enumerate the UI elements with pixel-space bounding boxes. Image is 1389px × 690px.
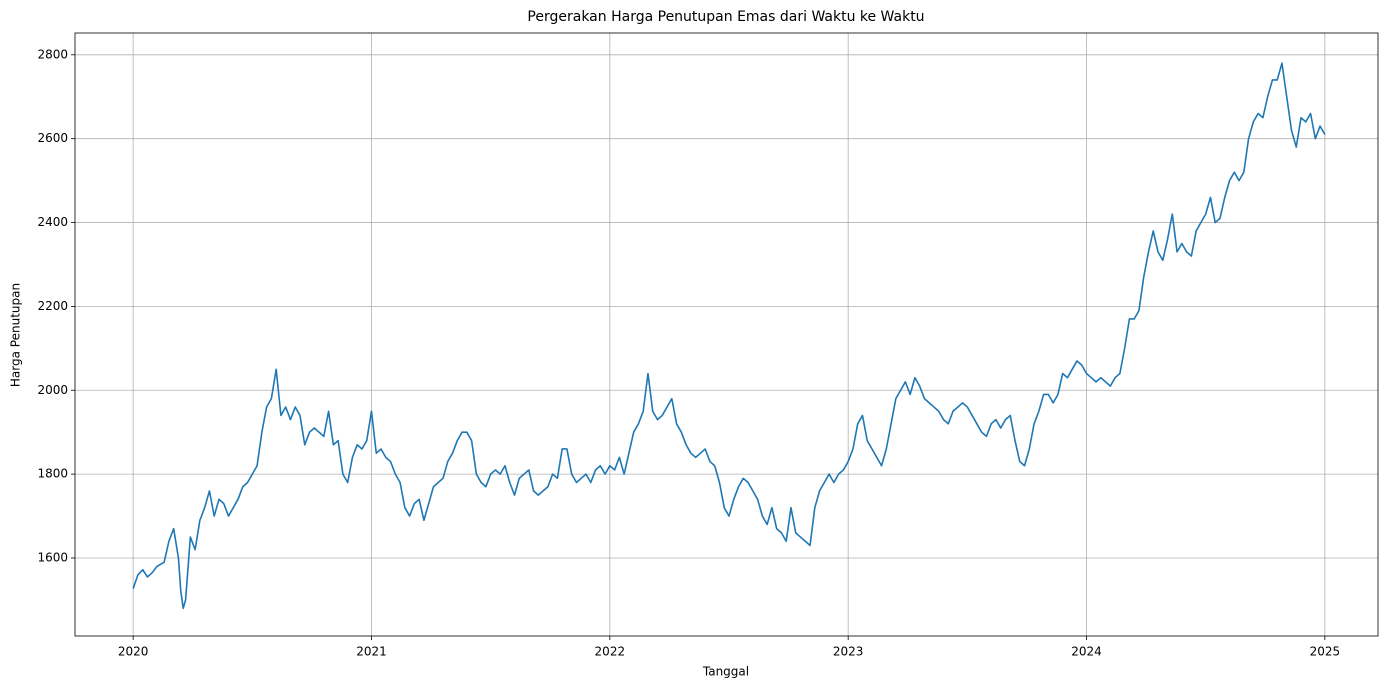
plot-frame	[74, 32, 1379, 637]
x-tick-label: 2024	[1071, 645, 1102, 659]
x-tick-label: 2020	[118, 645, 149, 659]
y-axis-label: Harga Penutupan	[9, 283, 23, 387]
x-tick-label: 2021	[356, 645, 387, 659]
x-axis-label: Tanggal	[702, 665, 749, 679]
x-tick-label: 2025	[1310, 645, 1341, 659]
y-tick-label: 2800	[37, 47, 68, 61]
y-tick-label: 2600	[37, 131, 68, 145]
x-tick-label: 2022	[595, 645, 626, 659]
chart-title: Pergerakan Harga Penutupan Emas dari Wak…	[527, 9, 924, 25]
y-tick-label: 1800	[37, 467, 68, 481]
y-tick-label: 2400	[37, 215, 68, 229]
y-tick-label: 2000	[37, 383, 68, 397]
y-tick-label: 2200	[37, 299, 68, 313]
x-tick-label: 2023	[833, 645, 864, 659]
y-tick-label: 1600	[37, 551, 68, 565]
price-line	[132, 62, 1326, 610]
